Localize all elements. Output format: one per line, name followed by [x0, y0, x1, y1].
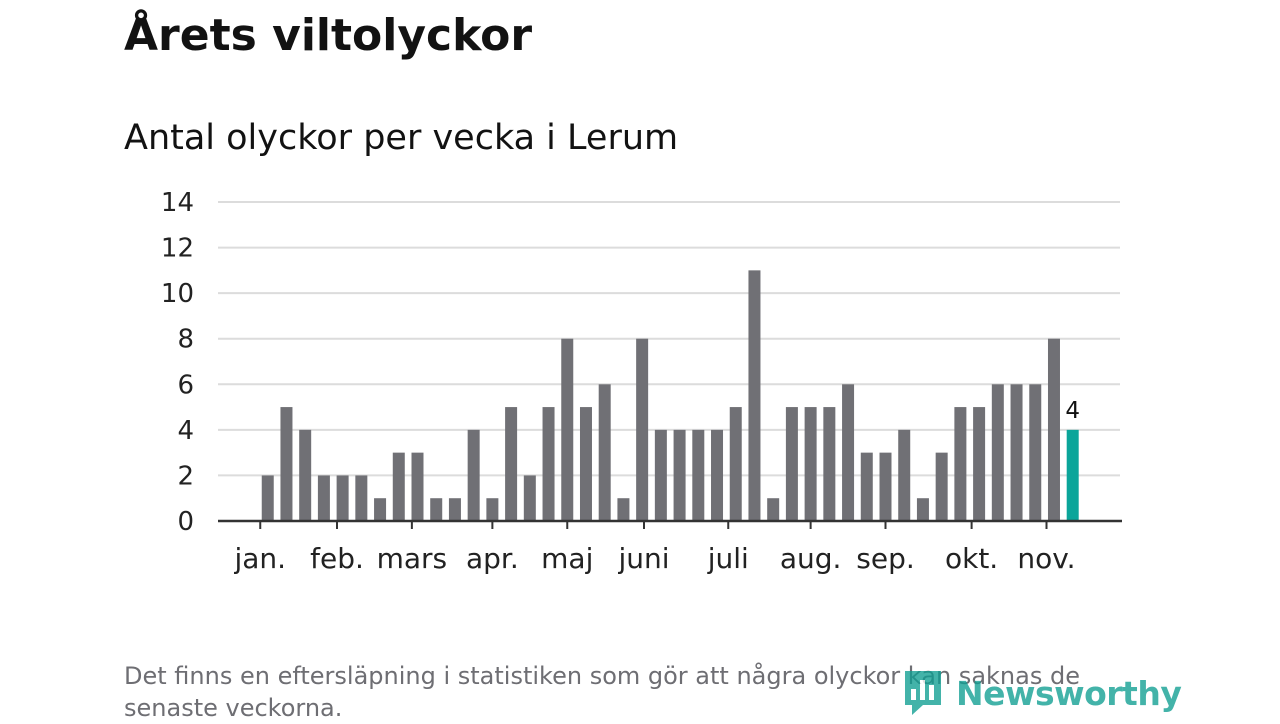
- bar-week-21: [598, 384, 611, 521]
- y-tick-label: 4: [177, 416, 194, 446]
- bar-week-34: [842, 384, 855, 521]
- bar-week-25: [673, 429, 686, 521]
- bar-week-3: [261, 475, 274, 521]
- bar-week-35: [860, 452, 873, 521]
- bar-week-45: [1047, 338, 1060, 521]
- bar-week-19: [561, 338, 574, 521]
- bar-week-23: [636, 338, 649, 521]
- bar-week-8: [355, 475, 368, 521]
- x-tick-label-month: feb.: [310, 542, 364, 575]
- bar-week-14: [467, 429, 480, 521]
- y-tick-label: 2: [177, 461, 194, 491]
- bar-week-26: [692, 429, 705, 521]
- bar-week-6: [317, 475, 330, 521]
- bar-week-18: [542, 407, 555, 521]
- bar-week-12: [430, 498, 443, 521]
- bar-week-41: [973, 407, 986, 521]
- bar-highlight-week-46: [1066, 429, 1079, 521]
- bar-week-39: [935, 452, 948, 521]
- bar-week-15: [486, 498, 499, 521]
- y-tick-label: 14: [161, 188, 194, 218]
- bar-week-44: [1029, 384, 1042, 521]
- bar-week-42: [991, 384, 1004, 521]
- bar-week-22: [617, 498, 630, 521]
- x-tick-label-month: sep.: [856, 542, 915, 575]
- x-tick-label-month: jan.: [233, 542, 286, 575]
- bar-week-10: [392, 452, 405, 521]
- x-tick-label-month: mars: [377, 542, 448, 575]
- bar-series: [261, 270, 1079, 521]
- bar-chart: 0 2 4 6 8 10 12 14 jan. feb. mars apr. maj juni juli a…: [161, 188, 1122, 575]
- bar-week-38: [916, 498, 929, 521]
- bar-week-7: [336, 475, 349, 521]
- bar-week-16: [505, 407, 518, 521]
- bar-week-11: [411, 452, 424, 521]
- bar-week-13: [448, 498, 461, 521]
- bar-week-20: [579, 407, 592, 521]
- y-tick-label: 12: [161, 234, 194, 264]
- x-tick-label-month: juni: [617, 542, 669, 575]
- bar-week-40: [954, 407, 967, 521]
- chart-subtitle: Antal olyckor per vecka i Lerum: [124, 118, 679, 158]
- bar-week-30: [767, 498, 780, 521]
- bar-week-24: [654, 429, 667, 521]
- data-labels: 4: [1065, 398, 1080, 424]
- bar-week-37: [898, 429, 911, 521]
- x-tick-label-month: aug.: [780, 542, 842, 575]
- y-axis-ticks: 0 2 4 6 8 10 12 14: [161, 188, 194, 537]
- x-tick-label-month: okt.: [945, 542, 998, 575]
- x-tick-label-month: apr.: [466, 542, 519, 575]
- bar-week-36: [879, 452, 892, 521]
- bar-week-32: [804, 407, 817, 521]
- gridlines: [218, 201, 1120, 477]
- bar-week-5: [299, 429, 312, 521]
- y-tick-label: 0: [177, 507, 194, 537]
- x-axis: jan. feb. mars apr. maj juni juli aug. sep. okt. n…: [218, 519, 1122, 575]
- brand-logo: Newsworthy: [902, 668, 1182, 718]
- bar-week-33: [823, 407, 836, 521]
- brand-name: Newsworthy: [956, 673, 1182, 713]
- bar-week-29: [748, 270, 761, 521]
- x-tick-label-month: nov.: [1017, 542, 1075, 575]
- highlight-value-label: 4: [1065, 398, 1080, 424]
- newsworthy-logo-icon: [905, 671, 941, 715]
- x-tick-label-month: juli: [707, 542, 749, 575]
- bar-week-9: [374, 498, 387, 521]
- y-tick-label: 6: [177, 370, 194, 400]
- bar-week-43: [1010, 384, 1023, 521]
- bar-week-4: [280, 407, 293, 521]
- bar-week-31: [785, 407, 798, 521]
- x-tick-label-month: maj: [541, 542, 593, 575]
- chart-title: Årets viltolyckor: [124, 10, 533, 61]
- bar-week-27: [711, 429, 724, 521]
- y-tick-label: 10: [161, 279, 194, 309]
- bar-week-17: [523, 475, 536, 521]
- bar-week-28: [729, 407, 742, 521]
- y-tick-label: 8: [177, 325, 194, 355]
